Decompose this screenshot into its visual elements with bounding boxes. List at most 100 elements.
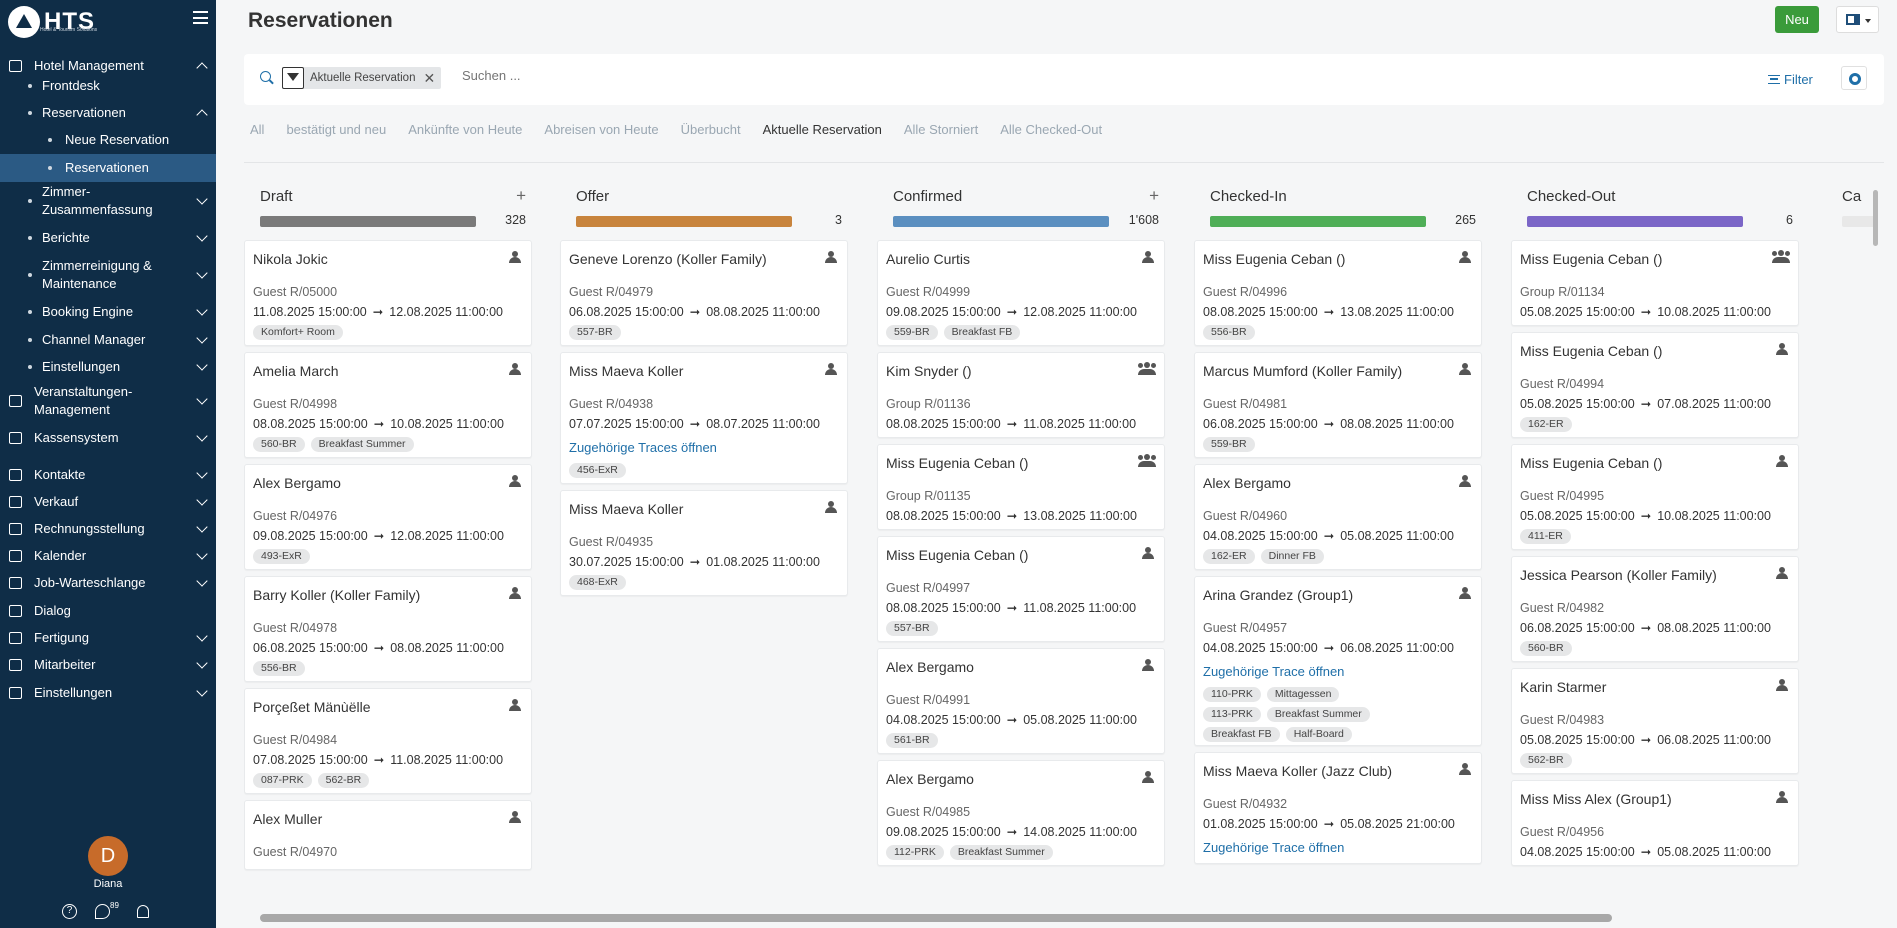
reservation-card[interactable]: Jessica Pearson (Koller Family) Guest R/0… — [1511, 556, 1799, 662]
reservation-card[interactable]: Porçeßet Mänùëlle Guest R/04984 07.08.2025… — [244, 688, 532, 794]
reservation-card[interactable]: Miss Eugenia Ceban () Guest R/04996 08.08.… — [1194, 240, 1482, 346]
tab-7[interactable]: Alle Checked-Out — [1000, 122, 1103, 137]
chevron-down-icon[interactable] — [196, 267, 208, 279]
vertical-scrollbar[interactable] — [1870, 180, 1879, 912]
sidebar-item-21[interactable]: Einstellungen — [0, 680, 216, 706]
sidebar-item-2[interactable]: Reservationen — [0, 100, 216, 126]
menu-toggle-icon[interactable] — [193, 11, 208, 24]
chevron-down-icon[interactable] — [196, 193, 208, 205]
sidebar-item-label: Mitarbeiter — [34, 657, 96, 672]
reservation-card[interactable]: Kim Snyder () Group R/01136 08.08.2025 15:… — [877, 352, 1165, 438]
chevron-down-icon[interactable] — [196, 521, 208, 533]
avatar[interactable]: D — [88, 836, 128, 876]
sidebar-item-1[interactable]: Frontdesk — [0, 73, 216, 99]
sidebar-item-12[interactable]: Kassensystem — [0, 425, 216, 451]
chevron-down-icon[interactable] — [196, 657, 208, 669]
reservation-card[interactable]: Karin Starmer Guest R/04983 05.08.2025 15:… — [1511, 668, 1799, 774]
search-input[interactable] — [462, 68, 762, 83]
reservation-card[interactable]: Miss Maeva Koller Guest R/04938 07.07.2025… — [560, 352, 848, 484]
chevron-up-icon[interactable] — [196, 109, 208, 121]
filter-facet[interactable]: Aktuelle Reservation ✕ — [282, 67, 442, 89]
chevron-down-icon[interactable] — [196, 359, 208, 371]
sidebar-item-17[interactable]: Job-Warteschlange — [0, 570, 216, 596]
reservation-card[interactable]: Nikola Jokic Guest R/05000 11.08.2025 15:0… — [244, 240, 532, 346]
remove-facet-icon[interactable]: ✕ — [423, 69, 436, 86]
sidebar-item-20[interactable]: Mitarbeiter — [0, 652, 216, 678]
tab-5[interactable]: Aktuelle Reservation — [762, 122, 882, 137]
chevron-down-icon[interactable] — [196, 630, 208, 642]
reservation-card[interactable]: Alex Bergamo Guest R/04976 09.08.2025 15:0… — [244, 464, 532, 570]
chevron-up-icon[interactable] — [196, 62, 208, 74]
sidebar-item-16[interactable]: Kalender — [0, 543, 216, 569]
sidebar-item-19[interactable]: Fertigung — [0, 625, 216, 651]
reservation-card[interactable]: Aurelio Curtis Guest R/04999 09.08.2025 15… — [877, 240, 1165, 346]
messages-icon[interactable]: 89 — [95, 901, 119, 919]
sidebar-item-5[interactable]: Zimmer- Zusammenfassung — [0, 181, 216, 221]
chevron-down-icon[interactable] — [196, 332, 208, 344]
chevron-down-icon[interactable] — [196, 467, 208, 479]
chevron-down-icon[interactable] — [196, 430, 208, 442]
reservation-card[interactable]: Miss Miss Alex (Group1) Guest R/04956 04.0… — [1511, 780, 1799, 866]
sidebar-item-7[interactable]: Zimmerreinigung & Maintenance — [0, 255, 216, 295]
reservation-card[interactable]: Alex Bergamo Guest R/04985 09.08.2025 15:0… — [877, 760, 1165, 866]
chevron-down-icon[interactable] — [196, 575, 208, 587]
sidebar-item-10[interactable]: Einstellungen — [0, 354, 216, 380]
new-button[interactable]: Neu — [1775, 6, 1819, 33]
sidebar-item-15[interactable]: Rechnungsstellung — [0, 516, 216, 542]
tab-0[interactable]: All — [250, 122, 265, 137]
sidebar-item-9[interactable]: Channel Manager — [0, 327, 216, 353]
tab-6[interactable]: Alle Storniert — [903, 122, 979, 137]
sidebar-item-0[interactable]: Hotel Management — [0, 53, 216, 79]
settings-button[interactable] — [1841, 66, 1867, 90]
reservation-card[interactable]: Arina Grandez (Group1) Guest R/04957 04.08… — [1194, 576, 1482, 746]
reservation-card[interactable]: Miss Eugenia Ceban () Group R/01135 08.08.… — [877, 444, 1165, 530]
reservation-card[interactable]: Geneve Lorenzo (Koller Family) Guest R/04… — [560, 240, 848, 346]
sidebar-item-13[interactable]: Kontakte — [0, 462, 216, 488]
reservation-card[interactable]: Miss Maeva Koller (Jazz Club) Guest R/049… — [1194, 752, 1482, 864]
reservation-card[interactable]: Barry Koller (Koller Family) Guest R/0497… — [244, 576, 532, 682]
reservation-card[interactable]: Alex Muller Guest R/04970 — [244, 800, 532, 870]
chevron-down-icon[interactable] — [196, 393, 208, 405]
sidebar-item-18[interactable]: Dialog — [0, 598, 216, 624]
add-card-icon[interactable]: + — [516, 186, 526, 205]
reservation-card[interactable]: Miss Eugenia Ceban () Group R/01134 05.08.… — [1511, 240, 1799, 326]
reservation-card[interactable]: Alex Bergamo Guest R/04960 04.08.2025 15:0… — [1194, 464, 1482, 570]
chevron-down-icon[interactable] — [196, 230, 208, 242]
hts-logo[interactable]: HTS — [8, 6, 95, 38]
tab-4[interactable]: Überbucht — [680, 122, 741, 137]
tab-1[interactable]: bestätigt und neu — [286, 122, 387, 137]
room-tag: 556-BR — [253, 661, 305, 676]
sidebar-item-14[interactable]: Verkauf — [0, 489, 216, 515]
bell-icon[interactable] — [136, 905, 149, 918]
chevron-down-icon[interactable] — [196, 494, 208, 506]
horizontal-scroll-thumb[interactable] — [260, 914, 1612, 922]
open-traces-link[interactable]: Zugehörige Trace öffnen — [1203, 840, 1345, 855]
add-card-icon[interactable]: + — [1149, 186, 1159, 205]
reservation-card[interactable]: Miss Maeva Koller Guest R/04935 30.07.2025… — [560, 490, 848, 596]
tab-3[interactable]: Abreisen von Heute — [544, 122, 659, 137]
filter-button[interactable]: Filter — [1768, 68, 1813, 90]
sidebar-item-6[interactable]: Berichte — [0, 225, 216, 251]
help-icon[interactable]: ? — [62, 904, 77, 919]
sidebar-item-4[interactable]: Reservationen — [0, 154, 216, 182]
chevron-down-icon[interactable] — [196, 548, 208, 560]
vertical-scroll-thumb[interactable] — [1873, 190, 1878, 246]
section-icon — [9, 395, 22, 407]
chevron-down-icon[interactable] — [196, 685, 208, 697]
view-switch-button[interactable] — [1836, 6, 1879, 33]
reservation-card[interactable]: Alex Bergamo Guest R/04991 04.08.2025 15:0… — [877, 648, 1165, 754]
reservation-card[interactable]: Miss Eugenia Ceban () Guest R/04995 05.08.… — [1511, 444, 1799, 550]
sidebar-item-8[interactable]: Booking Engine — [0, 299, 216, 325]
sidebar-item-3[interactable]: Neue Reservation — [0, 127, 216, 153]
reservation-card[interactable]: Marcus Mumford (Koller Family) Guest R/04… — [1194, 352, 1482, 458]
arrow-right-icon: ➞ — [372, 305, 384, 319]
sidebar-item-11[interactable]: Veranstaltungen- Management — [0, 381, 216, 421]
open-traces-link[interactable]: Zugehörige Traces öffnen — [569, 440, 717, 455]
bullet-icon — [48, 138, 52, 142]
chevron-down-icon[interactable] — [196, 304, 208, 316]
open-traces-link[interactable]: Zugehörige Trace öffnen — [1203, 664, 1345, 679]
reservation-card[interactable]: Miss Eugenia Ceban () Guest R/04994 05.08.… — [1511, 332, 1799, 438]
reservation-card[interactable]: Miss Eugenia Ceban () Guest R/04997 08.08.… — [877, 536, 1165, 642]
reservation-card[interactable]: Amelia March Guest R/04998 08.08.2025 15:0… — [244, 352, 532, 458]
tab-2[interactable]: Ankünfte von Heute — [408, 122, 523, 137]
